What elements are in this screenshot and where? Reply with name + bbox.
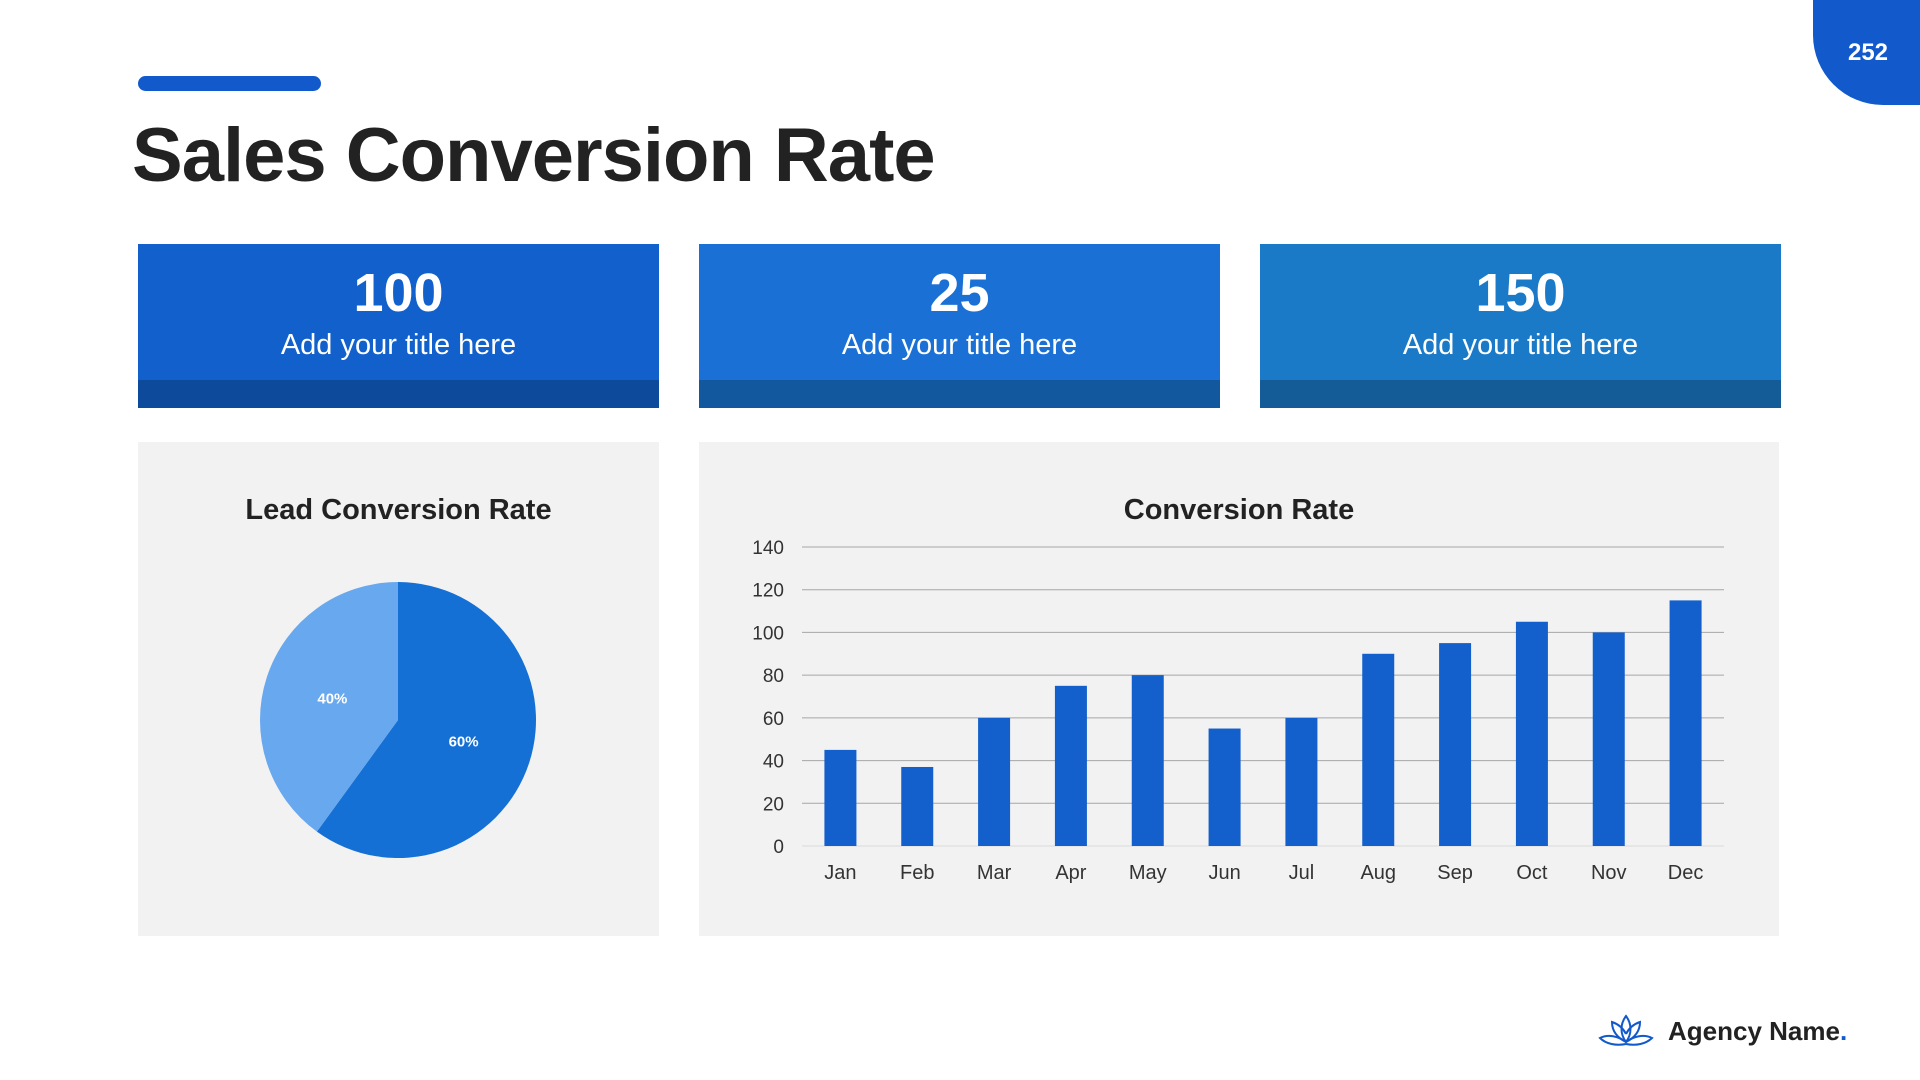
bar <box>1208 728 1241 846</box>
pie-slice-label: 60% <box>449 733 479 750</box>
brand-dot: . <box>1839 1015 1848 1046</box>
x-tick-label: Sep <box>1437 862 1473 884</box>
bar <box>1669 600 1702 846</box>
stat-card-2: 25 Add your title here <box>699 244 1220 408</box>
x-tick-label: Aug <box>1360 862 1396 884</box>
page-number-badge: 252 <box>1813 0 1920 105</box>
brand-name: Agency Name <box>1668 1015 1840 1046</box>
y-tick-label: 60 <box>763 709 784 730</box>
stat-card-3: 150 Add your title here <box>1260 244 1781 408</box>
x-tick-label: Oct <box>1516 862 1548 884</box>
x-tick-label: Dec <box>1668 862 1704 884</box>
bar <box>1439 643 1472 846</box>
page-number: 252 <box>1847 38 1889 66</box>
stat-label: Add your title here <box>841 329 1078 362</box>
lotus-icon <box>1598 1014 1654 1046</box>
bar-chart-title: Conversion Rate <box>1123 494 1355 526</box>
x-tick-label: Apr <box>1055 862 1086 884</box>
y-tick-label: 80 <box>763 666 784 687</box>
pie-slice <box>259 582 398 832</box>
bar <box>901 766 934 846</box>
y-tick-label: 40 <box>763 752 784 773</box>
pie-chart-title: Lead Conversion Rate <box>245 494 552 526</box>
bar <box>1515 621 1548 846</box>
bar <box>824 749 857 846</box>
pie-slice-label: 40% <box>317 691 347 708</box>
x-tick-label: Jun <box>1208 862 1240 884</box>
stat-label: Add your title here <box>280 329 517 362</box>
stat-value: 150 <box>1475 263 1566 323</box>
y-tick-label: 140 <box>752 538 784 559</box>
x-tick-label: May <box>1129 862 1167 884</box>
brand-logo: Agency Name. <box>1598 1012 1847 1050</box>
x-tick-label: Nov <box>1591 862 1627 884</box>
bar <box>1362 653 1395 846</box>
card-strip <box>699 380 1220 408</box>
card-strip <box>1260 380 1781 408</box>
bar <box>1054 685 1087 846</box>
x-tick-label: Jul <box>1289 862 1315 884</box>
stat-card-1: 100 Add your title here <box>138 244 659 408</box>
stat-value: 25 <box>929 263 990 323</box>
bar <box>1285 717 1318 846</box>
x-tick-label: Feb <box>900 862 934 884</box>
bar <box>978 717 1011 846</box>
bar <box>1131 675 1164 846</box>
stat-value: 100 <box>353 263 444 323</box>
page-title: Sales Conversion Rate <box>132 113 936 198</box>
bar-chart: 0 20 40 60 80 100 120 140 Jan Feb Mar Apr May Jun Jul A… <box>752 538 1724 884</box>
y-tick-label: 100 <box>752 623 784 644</box>
bar-chart-panel: Conversion Rate 0 20 40 60 80 100 120 140 Jan Feb… <box>699 442 1779 936</box>
card-strip <box>138 380 659 408</box>
x-tick-label: Mar <box>977 862 1012 884</box>
y-tick-label: 0 <box>773 837 784 858</box>
y-tick-label: 120 <box>752 581 784 602</box>
title-accent-bar <box>138 76 321 91</box>
pie-chart: 60% 40% <box>259 582 536 858</box>
pie-slice <box>316 582 536 858</box>
x-tick-label: Jan <box>824 862 856 884</box>
stat-label: Add your title here <box>1402 329 1639 362</box>
bar <box>1592 632 1625 846</box>
y-tick-label: 20 <box>763 794 784 815</box>
pie-chart-panel: Lead Conversion Rate 60% 40% <box>138 442 659 936</box>
